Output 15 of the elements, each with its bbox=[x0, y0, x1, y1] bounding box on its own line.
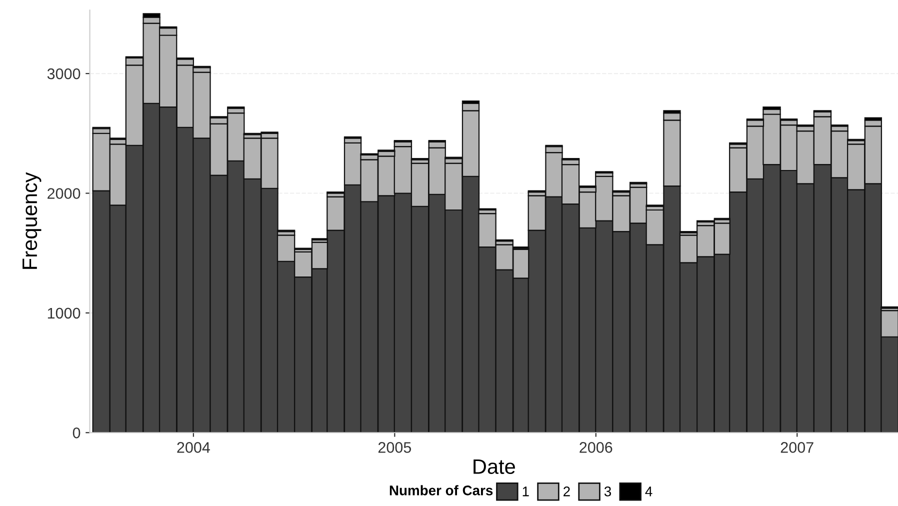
y-tick-label: 3000 bbox=[47, 68, 80, 80]
legend-label: 1 bbox=[522, 486, 529, 496]
legend-label: 3 bbox=[604, 486, 611, 496]
legend-label: 4 bbox=[645, 486, 652, 496]
y-axis-title: Frequency bbox=[22, 172, 42, 269]
legend-title: Number of Cars bbox=[390, 485, 493, 496]
x-tick-label: 2006 bbox=[580, 442, 612, 453]
y-tick-label: 2000 bbox=[48, 188, 80, 199]
x-tick-label: 2007 bbox=[780, 442, 814, 453]
legend-label: 2 bbox=[564, 486, 570, 496]
y-tick-label: 0 bbox=[72, 428, 80, 438]
x-tick-label: 2004 bbox=[177, 442, 210, 453]
x-tick-label: 2005 bbox=[378, 442, 412, 453]
x-axis-title: Date bbox=[474, 459, 515, 474]
y-tick-label: 1000 bbox=[48, 308, 80, 319]
